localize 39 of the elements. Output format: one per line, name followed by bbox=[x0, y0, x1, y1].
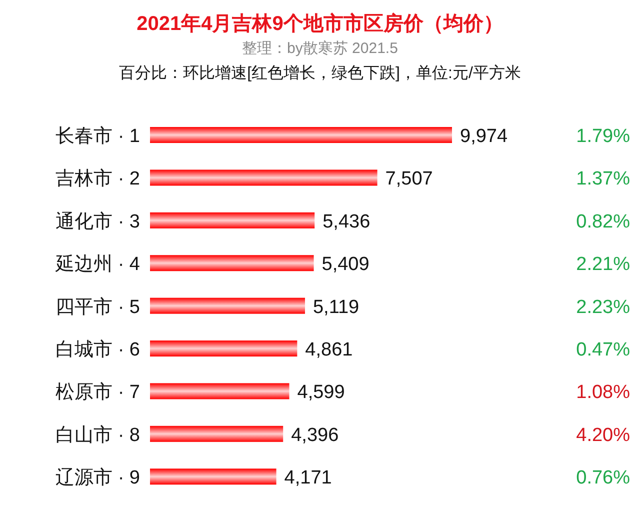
text: 2.23% bbox=[576, 296, 630, 318]
text: 2.21% bbox=[576, 254, 630, 276]
text: 4.20% bbox=[576, 424, 630, 446]
bar bbox=[150, 170, 378, 186]
data-label: 4,396 bbox=[291, 424, 339, 446]
data-label: 5,119 bbox=[312, 296, 360, 318]
data-label: 9,974 bbox=[460, 126, 508, 147]
y-tick-label: 四平市 · 5 bbox=[56, 296, 140, 318]
data-label: 4,861 bbox=[305, 340, 353, 360]
bar bbox=[150, 340, 298, 356]
y-tick-label: 吉林市 · 2 bbox=[56, 168, 140, 190]
y-tick-label: 通化市 · 3 bbox=[56, 210, 140, 232]
text: 百分比：环比增速[红色增长，绿色下跌]，单位:元/平方米 bbox=[119, 64, 521, 82]
bar bbox=[150, 383, 290, 400]
bar bbox=[150, 298, 305, 314]
y-tick-label: 白山市 · 8 bbox=[56, 424, 140, 446]
data-label: 4,171 bbox=[284, 468, 332, 489]
data-label: 7,507 bbox=[385, 168, 433, 190]
text: 1.37% bbox=[576, 168, 630, 190]
chart-title: 2021年4月吉林9个地市市区房价（均价） bbox=[136, 12, 504, 35]
bar bbox=[150, 212, 315, 228]
chart-subtitle: 整理：by散寒苏 2021.5 bbox=[242, 40, 398, 57]
bar bbox=[150, 255, 314, 272]
y-tick-label: 辽源市 · 9 bbox=[56, 466, 140, 489]
y-tick-label: 松原市 · 7 bbox=[56, 381, 140, 404]
data-label: 5,436 bbox=[322, 211, 370, 232]
bar bbox=[150, 468, 276, 485]
y-tick-label: 长春市 · 1 bbox=[56, 125, 140, 147]
text: 0.76% bbox=[576, 468, 630, 489]
text: 0.82% bbox=[576, 211, 630, 232]
text: 1.79% bbox=[576, 126, 630, 147]
bar bbox=[150, 127, 452, 143]
text: 1.08% bbox=[576, 382, 630, 404]
text: 0.47% bbox=[576, 340, 630, 360]
bar bbox=[150, 426, 284, 442]
y-tick-label: 延边州 · 4 bbox=[54, 254, 140, 276]
data-label: 5,409 bbox=[322, 254, 370, 276]
data-label: 4,599 bbox=[297, 382, 345, 404]
y-tick-label: 白城市 · 6 bbox=[56, 338, 140, 360]
